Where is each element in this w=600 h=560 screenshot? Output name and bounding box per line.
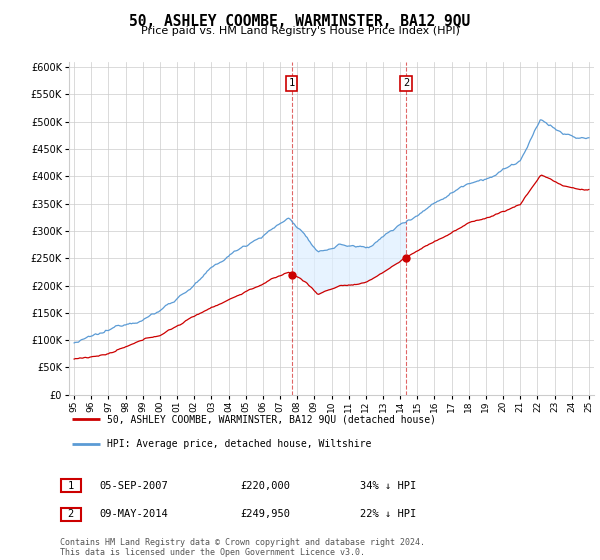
Text: 2: 2 <box>68 509 74 519</box>
FancyBboxPatch shape <box>61 507 80 521</box>
Text: 05-SEP-2007: 05-SEP-2007 <box>99 480 168 491</box>
Text: 1: 1 <box>68 480 74 491</box>
Text: 1: 1 <box>289 78 295 88</box>
Text: £249,950: £249,950 <box>240 509 290 519</box>
Text: Price paid vs. HM Land Registry's House Price Index (HPI): Price paid vs. HM Land Registry's House … <box>140 26 460 36</box>
Text: HPI: Average price, detached house, Wiltshire: HPI: Average price, detached house, Wilt… <box>107 439 371 449</box>
Text: 2: 2 <box>403 78 409 88</box>
Text: 34% ↓ HPI: 34% ↓ HPI <box>360 480 416 491</box>
Text: 22% ↓ HPI: 22% ↓ HPI <box>360 509 416 519</box>
Text: Contains HM Land Registry data © Crown copyright and database right 2024.
This d: Contains HM Land Registry data © Crown c… <box>60 538 425 557</box>
Text: 50, ASHLEY COOMBE, WARMINSTER, BA12 9QU (detached house): 50, ASHLEY COOMBE, WARMINSTER, BA12 9QU … <box>107 414 436 424</box>
Text: 50, ASHLEY COOMBE, WARMINSTER, BA12 9QU: 50, ASHLEY COOMBE, WARMINSTER, BA12 9QU <box>130 14 470 29</box>
Text: 09-MAY-2014: 09-MAY-2014 <box>99 509 168 519</box>
FancyBboxPatch shape <box>61 479 80 492</box>
Text: £220,000: £220,000 <box>240 480 290 491</box>
